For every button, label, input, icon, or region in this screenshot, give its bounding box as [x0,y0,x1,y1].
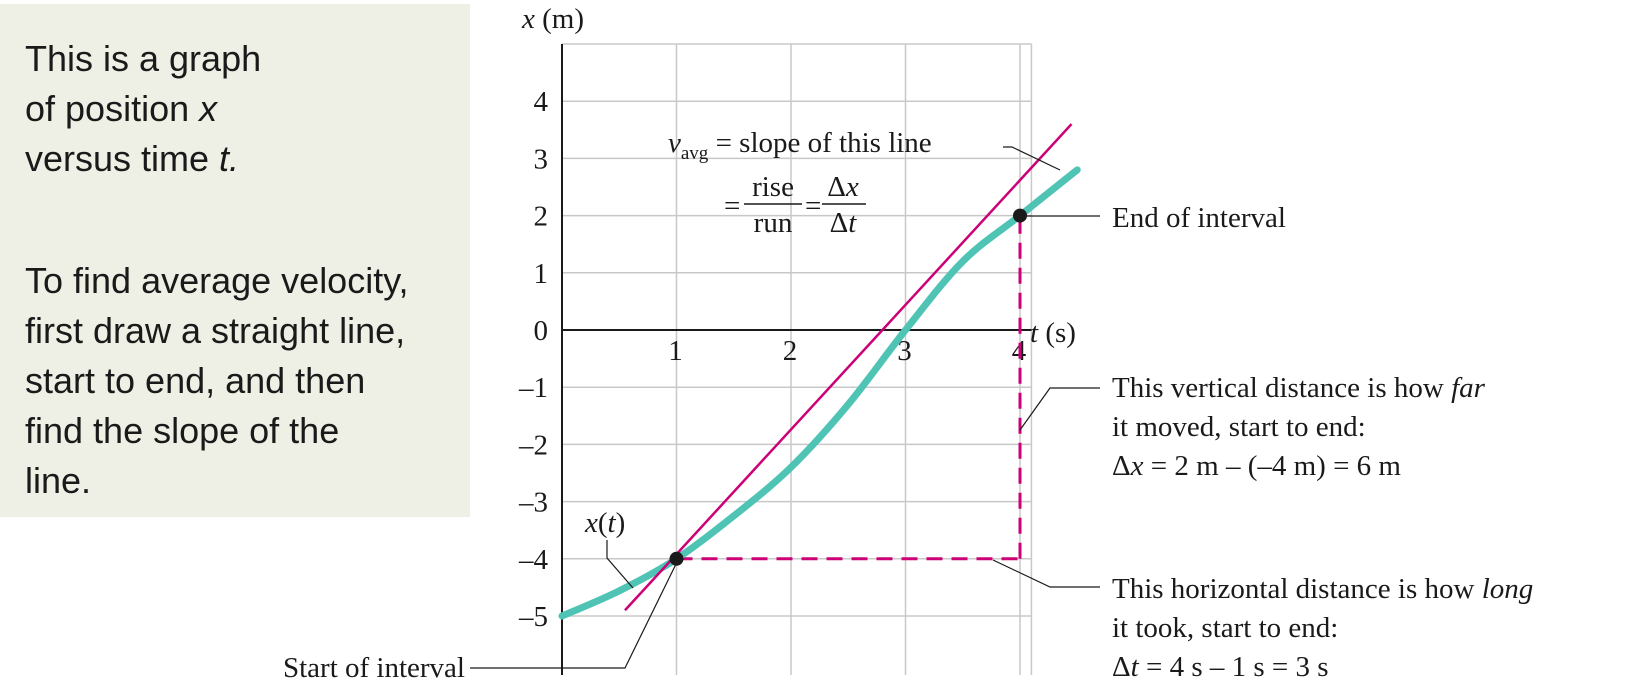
run-label: run [754,207,793,239]
x-axis-label: t (s) [1030,317,1076,349]
vertical-leader [1019,387,1100,431]
interval-point [669,551,684,566]
vertical-note-equation: Δx = 2 m – (–4 m) = 6 m [1112,450,1401,482]
x-tick-label: 1 [668,335,683,367]
description-panel: This is a graph of position x versus time … [0,4,470,517]
start-leader [470,561,678,669]
horizontal-note-line-1: This horizontal distance is how long [1112,573,1533,605]
intro-line-3: versus time [25,138,220,179]
horizontal-leader [992,559,1100,588]
position-curve [558,166,1081,620]
y-tick-label: 3 [534,143,549,175]
grid [562,43,1033,675]
description-intro: This is a graph of position x versus time … [25,34,261,184]
y-tick-label: –5 [518,601,548,633]
x-tick-label: 2 [783,335,798,367]
y-tick-label: 2 [534,201,549,233]
y-tick-label: –3 [518,487,548,519]
intro-var-x: x [199,88,218,129]
intro-line-1: This is a graph [25,38,262,79]
intro-var-t: t. [219,138,240,179]
vertical-note-line-2: it moved, start to end: [1112,411,1366,443]
y-tick-label: –4 [518,544,549,576]
slope-equals-2: = [805,190,821,222]
y-tick-label: 1 [534,258,549,290]
slope-leader [1003,146,1061,171]
slope-caption: vavg = slope of this line [668,127,932,164]
horizontal-note-equation: Δt = 4 s – 1 s = 3 s [1112,651,1329,683]
slope-equals-1: = [724,190,740,222]
start-of-interval-label: Start of interval [283,652,465,684]
vertical-note-line-1: This vertical distance is how far [1112,372,1486,404]
curve-label-leader [606,540,634,589]
delta-t-label: Δt [830,207,858,239]
x-tick-label: 3 [897,335,912,367]
description-instructions: To find average velocity, first draw a s… [25,260,409,501]
intro-line-2: of position [25,88,200,129]
end-of-interval-label: End of interval [1112,202,1286,234]
y-tick-label: –1 [518,372,548,404]
horizontal-note-line-2: it took, start to end: [1112,612,1338,644]
y-tick-label: 0 [534,315,549,347]
rise-label: rise [752,171,794,203]
curve-label: x(t) [584,507,625,539]
y-tick-label: –2 [518,429,548,461]
y-axis-label: x (m) [521,3,584,35]
y-tick-label: 4 [534,86,549,118]
delta-x-label: Δx [827,171,859,203]
secant-line [624,123,1073,612]
